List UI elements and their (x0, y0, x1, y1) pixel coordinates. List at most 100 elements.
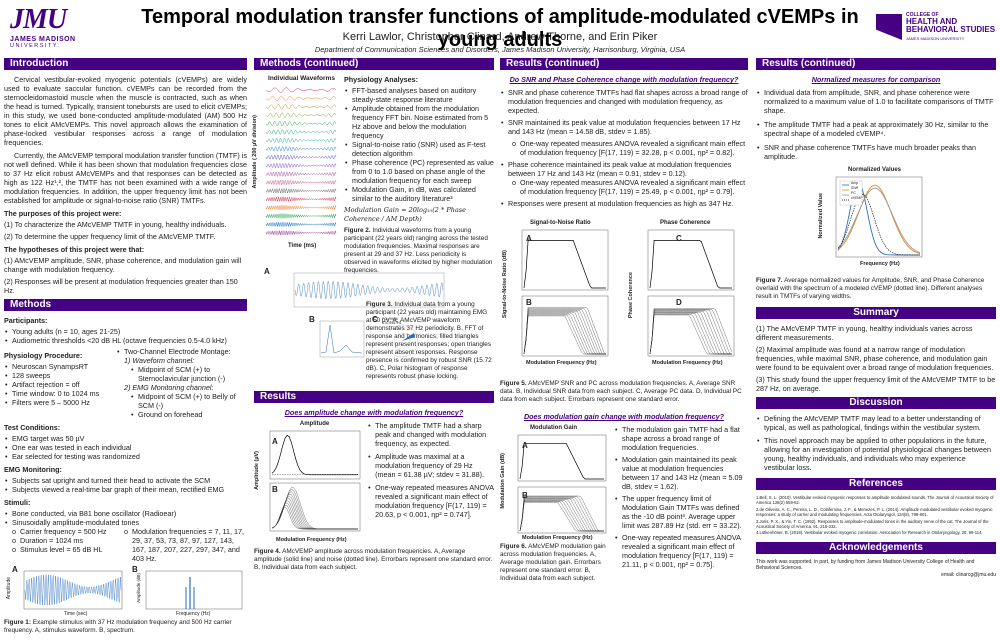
fig4-caption: Figure 4. AMcVEMP amplitude across modul… (254, 548, 494, 572)
fig3-svg (293, 272, 445, 358)
jmu-logo-sub: JAMES MADISON (10, 36, 76, 43)
fig5d-subject (649, 311, 732, 355)
stim-item: Bone conducted, via B81 bone oscillator … (4, 509, 247, 518)
fig6b-subject (519, 495, 604, 532)
legend-pc: PC (851, 191, 856, 195)
phys-item: Neuroscan SynampsRT (4, 362, 116, 371)
reference-item: 4.Lütkenhöner, B. (2018). Vestibular evo… (756, 530, 983, 536)
fig6b-lines (519, 495, 604, 532)
fig3-caption-text: Individual data from a young participant… (366, 301, 492, 380)
fig1a-ylabel: Amplitude (6, 577, 12, 600)
fig3c-stats: PC=.9956 V=0.9967H1 (382, 317, 402, 325)
fig2-waveform-line (265, 121, 337, 127)
figure-7: Normalized Values Normalized Value Frequ… (756, 167, 996, 277)
fig6b-subject (519, 496, 604, 532)
fig5-snr-xlabel: Modulation Frequency (Hz) (526, 360, 597, 366)
fig6-label-b: B (522, 491, 528, 500)
methods-cont-heading: Methods (continued) (254, 58, 494, 70)
fig6b-frame (517, 486, 607, 534)
fig2-waveform-line (265, 162, 337, 169)
methods-cont-top: Individual Waveforms Amplitude ( 200 µV … (252, 75, 494, 274)
figure-5: Signal-to-Noise Ratio Phase Coherence A … (500, 220, 748, 380)
rc2-item: Individual data from amplitude, SNR, and… (756, 88, 996, 115)
summary-heading: Summary (756, 307, 996, 319)
fig6a-line (519, 442, 604, 480)
stimuli-heading: Stimuli: (4, 498, 31, 507)
montage-heading: Two-Channel Electrode Montage: (116, 347, 246, 356)
emg-channel-item: Midpoint of SCM (+) to Belly of SCM (-) (130, 392, 246, 410)
fig4-label-a: A (272, 437, 278, 446)
analyses-heading: Physiology Analyses: (344, 75, 419, 84)
mg-body: Modulation Gain A B Modulation Gain (dB)… (500, 425, 748, 583)
figure-3: A B C PC=.9956 V=0.9967H1 (254, 265, 494, 363)
results-question: Does amplitude change with modulation fr… (284, 408, 464, 417)
fig5-caption-text: AMcVEMP SNR and PC across modulation fre… (500, 380, 742, 403)
fig5d-subject (649, 312, 732, 355)
hypothesis-2: (2) Responses will be present at modulat… (4, 277, 238, 295)
fig3c-polar-outer (385, 324, 419, 358)
fig7-caption-label: Figure 7. (756, 277, 783, 284)
fig5c-line (649, 240, 732, 289)
fig1b-xlabel: Frequency (Hz) (176, 611, 211, 617)
analyses-item: Amplitude obtained from the modulation f… (344, 104, 494, 140)
fig2-waveform-line (265, 179, 337, 186)
fig4b-subject (271, 493, 358, 530)
fig5b-subject (523, 312, 606, 355)
fig3a-wave (294, 281, 444, 299)
summary-item: (3) This study found the upper frequency… (756, 375, 996, 393)
fig7-frame (835, 176, 923, 258)
fig2-waveform-line (265, 95, 337, 101)
results-cont2-heading: Results (continued) (756, 58, 996, 70)
fig2-svg (265, 87, 337, 236)
stim-mod-freqs: Modulation frequencies = 7, 11, 17, 29, … (116, 527, 246, 563)
fig7-caption: Figure 7. Average normalized values for … (756, 277, 996, 301)
fig5-label-c: C (676, 234, 682, 243)
results-item: Amplitude was maximal at a modulation fr… (367, 452, 494, 479)
college-logo-line2: HEALTH AND BEHAVIORAL STUDIES (906, 18, 995, 34)
figure-2: Individual Waveforms Amplitude ( 200 µV … (252, 75, 339, 253)
fig5-pc-xlabel: Modulation Frequency (Hz) (652, 360, 723, 366)
fig6b-subject (519, 497, 604, 532)
fig5b-subject (523, 314, 606, 355)
rc1-item: SNR maintained its peak value at modulat… (500, 118, 748, 136)
rc2-item: The amplitude TMTF had a peak at approxi… (756, 120, 996, 138)
jmu-logo: JMU JAMES MADISON UNIVERSITY. (10, 6, 102, 50)
fig2-xlabel: Time (ms) (288, 243, 317, 249)
fig5-snr-title: Signal-to-Noise Ratio (530, 220, 591, 226)
fig3a-waveform (294, 281, 444, 299)
discussion-item: This novel approach may be applied to ot… (756, 436, 996, 472)
ack-text: This work was supported, in part, by fun… (756, 558, 975, 572)
mg-item: The modulation gain TMTF had a flat shap… (614, 425, 748, 452)
purpose-2: (2) To determine the upper frequency lim… (4, 232, 216, 241)
snr-question: Do SNR and Phase Coherence change with m… (509, 75, 739, 84)
fig5-svg (521, 229, 735, 357)
fig4a-lines (271, 434, 358, 476)
hypotheses-heading: The hypotheses of this project were that… (4, 245, 145, 254)
fig4b-subject (271, 495, 358, 530)
fig5b-lines (523, 307, 607, 355)
waveform-channel-item: Midpoint of SCM (+) to Sternoclavicular … (130, 365, 246, 383)
fig5b-subject (523, 310, 606, 355)
participants-heading: Participants: (4, 316, 48, 325)
fig5b-subject (523, 311, 606, 355)
results-heading: Results (254, 391, 494, 403)
fig4-ylabel: Amplitude (µV) (254, 451, 260, 490)
fig3a-frame (293, 272, 445, 308)
participants-item: Young adults (n = 10, ages 21-25) (4, 327, 247, 336)
analyses-item: Modulation Gain, in dB, was calculated s… (344, 185, 494, 203)
reference-item: 1.Bell, S. L. (2010). Vestibular evoked … (756, 495, 994, 506)
fig6b-subject (519, 500, 604, 532)
fig5b-frame (521, 295, 609, 357)
references-heading: References (756, 478, 996, 490)
fig5-snr-ylabel: Signal-to-Noise Ratio (dB) (502, 250, 508, 319)
rc1-subitem: One-way repeated measures ANOVA revealed… (504, 139, 748, 157)
legend-amp: Amp (851, 181, 859, 185)
fig6a-gain (519, 442, 604, 480)
legend-cvemp: cVEMP (851, 196, 863, 200)
emg-channel-item: Ground on forehead (130, 410, 246, 419)
fig1a-xlabel: Time (sec) (64, 611, 88, 617)
fig5b-subject (523, 308, 606, 355)
fig6-ylabel: Modulation Gain (dB) (500, 453, 506, 509)
fig5c-pc (649, 240, 732, 289)
rc2-item: SNR and phase coherence TMTFs have much … (756, 143, 996, 161)
